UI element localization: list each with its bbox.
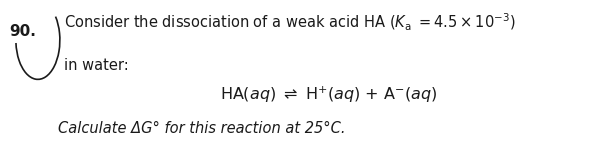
Text: 90.: 90. (9, 24, 36, 39)
Text: Consider the dissociation of a weak acid HA ($K_{\mathrm{a}}$ $= 4.5 \times 10^{: Consider the dissociation of a weak acid… (64, 12, 516, 33)
Text: Calculate ΔG° for this reaction at 25°C.: Calculate ΔG° for this reaction at 25°C. (58, 121, 346, 136)
Text: in water:: in water: (64, 58, 129, 73)
Text: HA($aq$) $\rightleftharpoons$ H$^{+}$($aq$) + A$^{-}$($aq$): HA($aq$) $\rightleftharpoons$ H$^{+}$($a… (220, 84, 437, 105)
